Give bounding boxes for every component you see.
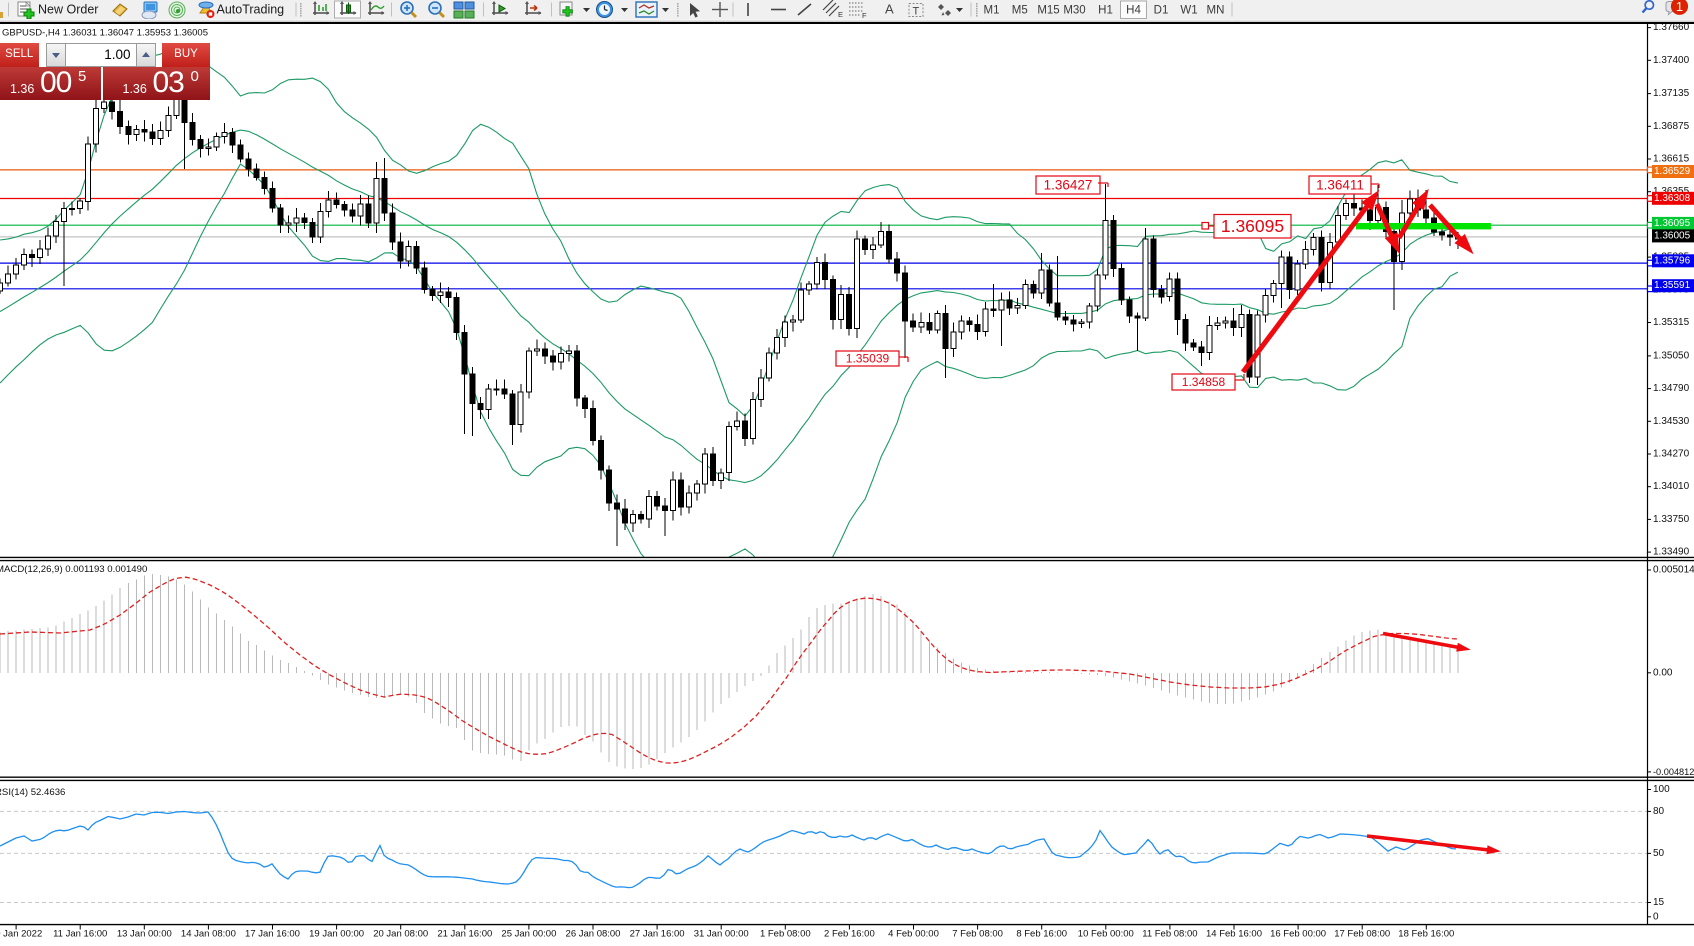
svg-text:E: E — [838, 10, 843, 19]
svg-text:14 Jan 08:00: 14 Jan 08:00 — [181, 929, 236, 940]
svg-text:1.36095: 1.36095 — [1221, 216, 1284, 236]
svg-text:1.36308: 1.36308 — [1654, 193, 1691, 204]
svg-text:M5: M5 — [1012, 5, 1028, 17]
svg-text:M30: M30 — [1063, 5, 1085, 17]
svg-text:0.005014: 0.005014 — [1653, 565, 1694, 576]
svg-text:13 Jan 00:00: 13 Jan 00:00 — [117, 929, 172, 940]
svg-text:20 Jan 08:00: 20 Jan 08:00 — [373, 929, 428, 940]
svg-text:1.36427: 1.36427 — [1044, 178, 1093, 193]
svg-text:4 Feb 00:00: 4 Feb 00:00 — [888, 929, 939, 940]
svg-text:1.35050: 1.35050 — [1653, 350, 1690, 361]
svg-text:1.36095: 1.36095 — [1654, 218, 1691, 229]
svg-text:W1: W1 — [1180, 5, 1197, 17]
svg-text:MACD(12,26,9) 0.001193 0.00149: MACD(12,26,9) 0.001193 0.001490 — [0, 564, 147, 575]
svg-text:17 Jan 16:00: 17 Jan 16:00 — [245, 929, 300, 940]
svg-text:1.37400: 1.37400 — [1653, 55, 1690, 66]
svg-text:50: 50 — [1653, 848, 1665, 859]
svg-text:26 Jan 08:00: 26 Jan 08:00 — [566, 929, 621, 940]
svg-text:80: 80 — [1653, 806, 1665, 817]
svg-text:11 Jan 16:00: 11 Jan 16:00 — [53, 929, 107, 940]
svg-text:A: A — [885, 2, 894, 17]
svg-text:27 Jan 16:00: 27 Jan 16:00 — [630, 929, 685, 940]
svg-text:1.34270: 1.34270 — [1653, 449, 1690, 460]
svg-text:H1: H1 — [1098, 5, 1113, 17]
svg-text:1.34530: 1.34530 — [1653, 416, 1690, 427]
svg-text:GBPUSD-,H4 1.36031 1.36047 1.: GBPUSD-,H4 1.36031 1.36047 1.35953 1.360… — [2, 28, 208, 39]
svg-text:1.35315: 1.35315 — [1653, 317, 1690, 328]
svg-text:1.33750: 1.33750 — [1653, 514, 1690, 525]
svg-text:1 Feb 08:00: 1 Feb 08:00 — [760, 929, 811, 940]
svg-text:1.34790: 1.34790 — [1653, 383, 1690, 394]
svg-text:14 Feb 16:00: 14 Feb 16:00 — [1206, 929, 1262, 940]
svg-text:16 Feb 00:00: 16 Feb 00:00 — [1270, 929, 1326, 940]
svg-text:1.36411: 1.36411 — [1316, 178, 1364, 193]
svg-text:1.37660: 1.37660 — [1653, 23, 1690, 33]
svg-text:H4: H4 — [1126, 5, 1141, 17]
svg-text:M1: M1 — [984, 5, 1000, 17]
svg-text:1.35796: 1.35796 — [1654, 255, 1691, 266]
svg-text:1.36615: 1.36615 — [1653, 154, 1690, 165]
svg-text:2 Feb 16:00: 2 Feb 16:00 — [824, 929, 875, 940]
svg-text:15: 15 — [1653, 897, 1665, 908]
svg-text:1.36355: 1.36355 — [1653, 186, 1690, 197]
svg-text:7 Feb 08:00: 7 Feb 08:00 — [952, 929, 1003, 940]
svg-text:1.35039: 1.35039 — [846, 352, 890, 366]
svg-text:1.37135: 1.37135 — [1653, 88, 1690, 99]
svg-text:17 Feb 08:00: 17 Feb 08:00 — [1334, 929, 1390, 940]
svg-text:-0.004812: -0.004812 — [1653, 767, 1694, 777]
svg-text:11 Feb 08:00: 11 Feb 08:00 — [1142, 929, 1197, 940]
svg-text:1.36875: 1.36875 — [1653, 121, 1690, 132]
svg-text:1: 1 — [1676, 0, 1683, 14]
svg-text:RSI(14) 52.4636: RSI(14) 52.4636 — [0, 787, 65, 798]
svg-text:1.36529: 1.36529 — [1654, 166, 1691, 177]
svg-text:M15: M15 — [1037, 5, 1059, 17]
svg-text:21 Jan 16:00: 21 Jan 16:00 — [437, 929, 492, 940]
svg-text:18 Feb 16:00: 18 Feb 16:00 — [1398, 929, 1454, 940]
svg-text:19 Jan 00:00: 19 Jan 00:00 — [309, 929, 364, 940]
svg-text:25 Jan 00:00: 25 Jan 00:00 — [501, 929, 556, 940]
svg-text:100: 100 — [1653, 784, 1670, 795]
svg-text:1.34010: 1.34010 — [1653, 481, 1690, 492]
svg-text:1.33490: 1.33490 — [1653, 547, 1690, 558]
svg-text:0: 0 — [1653, 911, 1659, 922]
svg-text:T: T — [913, 6, 920, 18]
svg-text:1.34858: 1.34858 — [1182, 375, 1226, 389]
svg-text:D1: D1 — [1154, 5, 1169, 17]
svg-text:0.00: 0.00 — [1653, 667, 1673, 678]
svg-text:10 Jan 2022: 10 Jan 2022 — [0, 929, 42, 940]
svg-text:31 Jan 00:00: 31 Jan 00:00 — [694, 929, 749, 940]
svg-text:1.35591: 1.35591 — [1654, 280, 1691, 291]
svg-text:MN: MN — [1207, 5, 1225, 17]
svg-text:New Order: New Order — [38, 3, 98, 17]
svg-text:F: F — [862, 11, 867, 19]
svg-text:AutoTrading: AutoTrading — [217, 3, 285, 17]
svg-text:8 Feb 16:00: 8 Feb 16:00 — [1016, 929, 1067, 940]
svg-text:1.36005: 1.36005 — [1654, 230, 1691, 241]
svg-text:10 Feb 00:00: 10 Feb 00:00 — [1078, 929, 1134, 940]
